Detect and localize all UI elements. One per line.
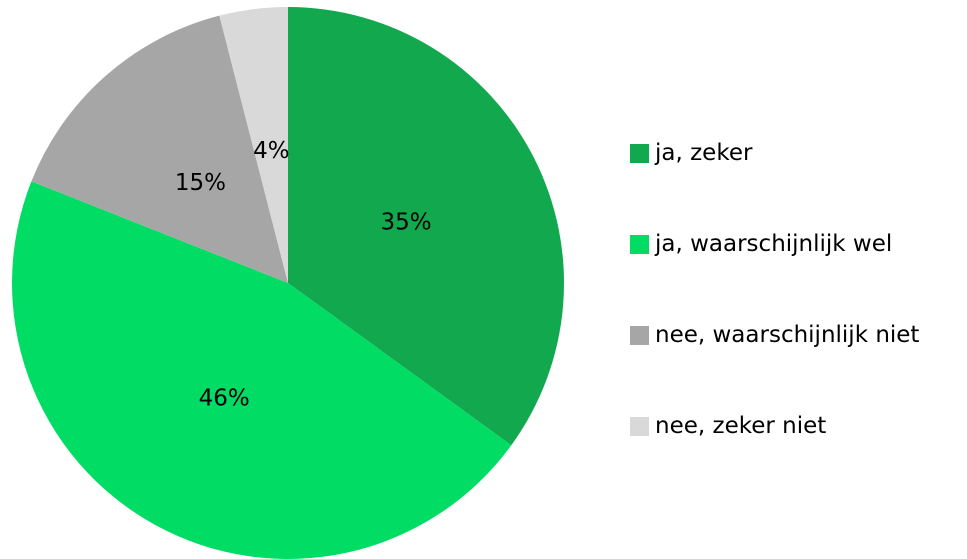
data-label: 15% xyxy=(175,170,226,196)
legend-item: ja, zeker xyxy=(630,136,930,227)
legend-swatch xyxy=(630,326,649,345)
legend-label: nee, waarschijnlijk niet xyxy=(655,322,920,348)
legend-swatch xyxy=(630,144,649,163)
legend: ja, zeker ja, waarschijnlijk wel nee, waar… xyxy=(630,136,930,500)
legend-swatch xyxy=(630,417,649,436)
pie-slice xyxy=(31,15,289,283)
chart: 35% 46% 15% 4% xyxy=(11,6,564,559)
legend-label: ja, zeker xyxy=(655,140,753,166)
legend-item: nee, waarschijnlijk niet xyxy=(630,318,930,409)
legend-item: nee, zeker niet xyxy=(630,409,930,500)
data-label: 46% xyxy=(199,386,250,412)
legend-item: ja, waarschijnlijk wel xyxy=(630,227,930,318)
legend-swatch xyxy=(630,235,649,254)
legend-label: nee, zeker niet xyxy=(655,413,827,439)
data-label: 35% xyxy=(380,209,431,235)
data-label: 4% xyxy=(253,138,290,164)
pie-slice xyxy=(219,6,288,283)
pie-slice xyxy=(11,181,512,559)
legend-label: ja, waarschijnlijk wel xyxy=(655,231,893,257)
pie-slice xyxy=(288,7,564,446)
